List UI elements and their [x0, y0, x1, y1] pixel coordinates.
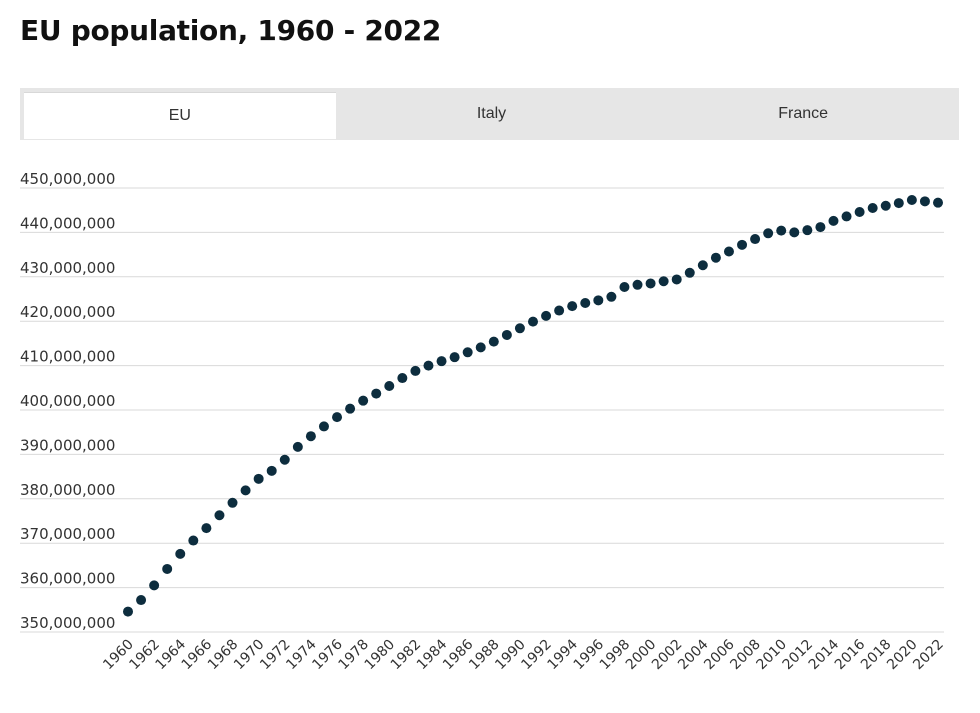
x-tick-label: 2022	[910, 637, 947, 674]
data-point	[528, 316, 538, 327]
data-point	[632, 279, 643, 290]
data-point	[906, 194, 917, 205]
data-point	[188, 535, 199, 546]
data-point	[410, 365, 421, 376]
data-point	[737, 239, 748, 250]
data-point	[580, 297, 591, 308]
y-tick-label: 430,000,000	[20, 259, 115, 277]
data-point	[449, 352, 460, 363]
data-point	[136, 595, 147, 606]
data-point	[423, 360, 434, 371]
data-point	[436, 356, 447, 367]
data-point	[371, 388, 382, 399]
data-point	[684, 267, 695, 278]
data-point	[318, 421, 329, 432]
data-point	[175, 548, 186, 559]
data-point	[710, 252, 721, 263]
data-point	[541, 310, 552, 321]
data-point	[789, 227, 800, 238]
data-point	[763, 228, 774, 239]
tab-bar: EU Italy France	[20, 88, 959, 140]
data-point	[475, 342, 486, 353]
data-point	[593, 295, 604, 306]
data-point	[880, 200, 891, 211]
y-tick-label: 440,000,000	[20, 214, 115, 232]
population-chart: 350,000,000 360,000,000 370,000,000 380,000…	[20, 170, 947, 673]
data-point	[815, 222, 826, 233]
data-point	[854, 206, 865, 217]
data-point	[162, 563, 173, 574]
data-point	[123, 606, 133, 617]
data-point	[645, 278, 656, 289]
data-point	[606, 291, 617, 302]
data-point	[384, 381, 395, 392]
data-point	[149, 580, 160, 591]
data-point	[332, 412, 343, 423]
data-point	[841, 211, 852, 222]
data-point	[279, 454, 290, 465]
data-point	[266, 465, 277, 476]
data-point	[227, 497, 238, 508]
data-point	[514, 323, 525, 334]
data-point	[345, 403, 356, 414]
data-point	[462, 347, 473, 358]
data-point	[292, 441, 303, 452]
data-point	[501, 329, 512, 340]
data-point	[723, 246, 734, 257]
data-points	[123, 194, 943, 617]
data-point	[358, 395, 369, 406]
y-tick-label: 400,000,000	[20, 392, 115, 410]
data-point	[697, 260, 708, 271]
data-point	[488, 336, 499, 347]
tab-italy[interactable]: Italy	[476, 104, 507, 122]
page-title: EU population, 1960 - 2022	[20, 14, 442, 47]
data-point	[214, 510, 225, 521]
data-point	[658, 276, 669, 287]
data-point	[828, 215, 839, 226]
data-point	[802, 225, 813, 236]
data-point	[671, 274, 682, 285]
y-tick-label: 370,000,000	[20, 525, 115, 543]
data-point	[893, 198, 904, 209]
tab-eu[interactable]: EU	[24, 93, 336, 139]
y-tick-label: 380,000,000	[20, 481, 115, 499]
data-point	[933, 197, 943, 208]
data-point	[253, 473, 264, 484]
data-point	[750, 234, 761, 245]
data-point	[240, 485, 251, 496]
data-point	[554, 305, 565, 316]
data-point	[919, 196, 930, 207]
y-tick-label: 410,000,000	[20, 348, 115, 366]
y-tick-label: 350,000,000	[20, 614, 115, 632]
data-point	[619, 282, 630, 293]
data-point	[201, 523, 212, 534]
y-tick-label: 420,000,000	[20, 303, 115, 321]
data-point	[305, 431, 316, 442]
gridlines	[20, 187, 944, 633]
data-point	[397, 373, 408, 384]
data-point	[567, 301, 578, 312]
y-axis-labels: 350,000,000 360,000,000 370,000,000 380,000…	[20, 170, 115, 632]
tab-france[interactable]: France	[778, 104, 829, 122]
data-point	[776, 225, 787, 236]
y-tick-label: 360,000,000	[20, 570, 115, 588]
x-axis-labels: 1960196219641966196819701972197419761978…	[100, 636, 947, 673]
data-point	[867, 202, 878, 213]
y-tick-label: 390,000,000	[20, 436, 115, 454]
y-tick-label: 450,000,000	[20, 170, 115, 188]
